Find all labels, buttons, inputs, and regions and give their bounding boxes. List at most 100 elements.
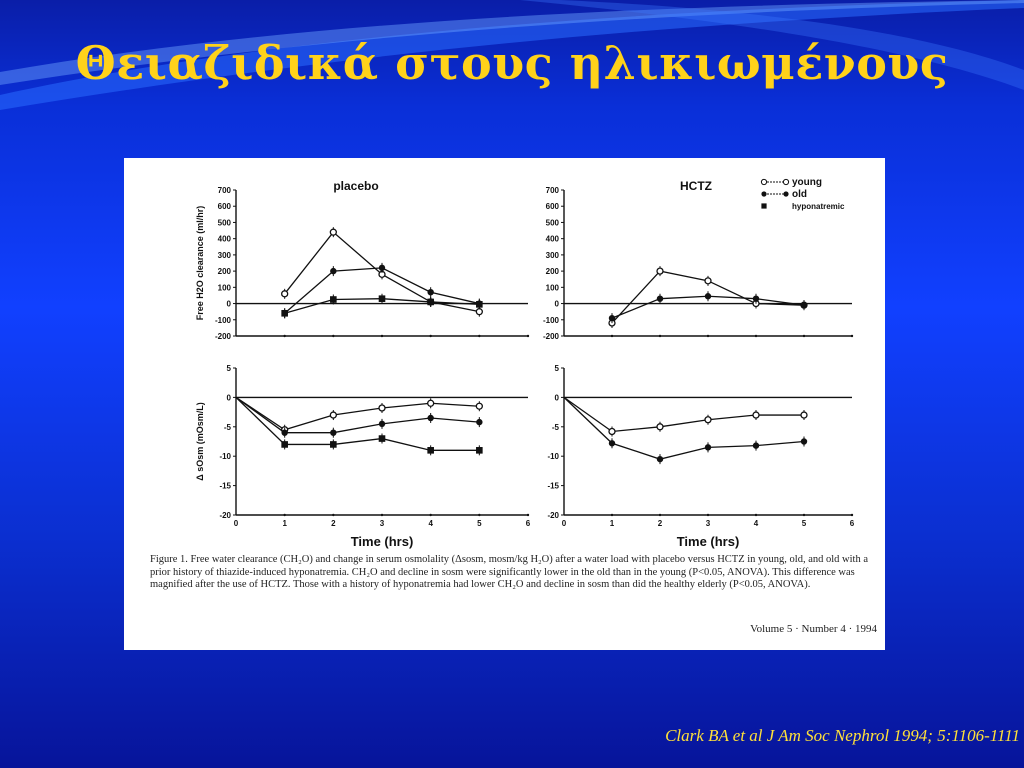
series-line-old xyxy=(563,396,805,460)
y-tick-label: -15 xyxy=(547,482,559,491)
point-old xyxy=(330,267,337,275)
x-tick-label: 3 xyxy=(380,519,385,528)
y-tick-label: -5 xyxy=(224,423,232,432)
point-old xyxy=(378,264,386,272)
point-young xyxy=(656,423,664,431)
y-tick-label: -20 xyxy=(547,511,559,520)
y-tick-label: -15 xyxy=(219,482,231,491)
legend-marker-hyponatremic xyxy=(761,203,767,209)
x-tick xyxy=(658,334,662,338)
y-tick-label: 400 xyxy=(546,235,560,244)
y-tick-label: -10 xyxy=(547,452,559,461)
y-tick-label: 0 xyxy=(227,393,232,402)
series-line-hyponatremic xyxy=(235,396,480,451)
point-old xyxy=(656,455,664,463)
y-tick-label: 100 xyxy=(218,283,232,292)
point-hyponatremic xyxy=(427,447,434,454)
x-tick-label: 4 xyxy=(428,519,433,528)
figure-panel: 700 600 500 400 300 200 100 0 -100 -200 Free H2O c… xyxy=(124,158,885,650)
x-tick-label: 0 xyxy=(234,519,239,528)
x-tick-label: 2 xyxy=(658,519,663,528)
y-tick-label: 200 xyxy=(218,267,232,276)
x-tick xyxy=(706,513,710,517)
y-tick-label: 500 xyxy=(218,218,232,227)
y-tick-label: -100 xyxy=(543,316,560,325)
x-tick xyxy=(429,334,432,338)
y-tick-label: -10 xyxy=(219,452,231,461)
point-hyponatremic xyxy=(476,301,483,308)
chart-2: 700 600 500 400 300 200 100 0 -100 -200 HCTZ youngo… xyxy=(543,177,854,341)
x-tick xyxy=(850,334,854,338)
header-swoosh xyxy=(0,0,1024,110)
point-old xyxy=(800,301,808,309)
y-tick-label: 0 xyxy=(227,300,232,309)
point-young xyxy=(608,427,616,436)
x-tick xyxy=(610,334,614,338)
point-old xyxy=(427,289,434,296)
x-tick xyxy=(478,334,481,338)
y-tick-label: 600 xyxy=(546,202,560,211)
citation: Clark BA et al J Am Soc Nephrol 1994; 5:… xyxy=(665,726,1020,745)
x-tick xyxy=(526,513,530,517)
y-tick-label: 100 xyxy=(546,283,560,292)
x-tick xyxy=(802,513,806,517)
slide-title: Θειαζιδικά στους ηλικιωμένους xyxy=(75,36,949,90)
x-tick xyxy=(332,334,335,338)
point-old xyxy=(330,429,337,436)
y-tick-label: 700 xyxy=(218,186,232,195)
point-young xyxy=(704,277,712,285)
x-tick xyxy=(526,334,530,338)
x-tick xyxy=(380,334,384,338)
x-tick xyxy=(706,334,710,338)
x-tick xyxy=(802,334,806,338)
series-line-young xyxy=(235,396,480,431)
chart-title: HCTZ xyxy=(680,179,712,193)
y-tick-label: 300 xyxy=(218,251,232,260)
legend-label: young xyxy=(792,177,822,188)
y-axis-label: Δ sOsm (mOsm/L) xyxy=(195,402,205,481)
y-tick-label: 0 xyxy=(555,300,560,309)
series-line-old xyxy=(235,396,480,434)
point-old xyxy=(378,420,386,428)
point-old xyxy=(476,418,483,426)
series-line-young xyxy=(563,396,804,433)
y-tick-label: 5 xyxy=(555,364,560,373)
x-tick xyxy=(658,513,662,517)
point-hyponatremic xyxy=(330,441,337,448)
y-tick-label: -100 xyxy=(215,316,232,325)
point-young xyxy=(752,411,760,419)
y-tick-label: -200 xyxy=(215,332,232,341)
point-hyponatremic xyxy=(330,296,337,303)
y-tick-label: -200 xyxy=(543,332,560,341)
y-tick-label: 0 xyxy=(555,393,560,402)
y-tick-label: 500 xyxy=(546,218,560,227)
point-young xyxy=(281,290,289,298)
point-old xyxy=(608,314,616,322)
point-old xyxy=(281,429,288,436)
point-young xyxy=(475,402,483,410)
point-hyponatremic xyxy=(427,298,434,306)
point-young xyxy=(427,399,435,407)
figure-caption: Figure 1. Free water clearance (CH₂O) an… xyxy=(150,554,871,590)
x-tick-label: 3 xyxy=(706,519,711,528)
x-tick xyxy=(332,513,335,517)
chart-1: 700 600 500 400 300 200 100 0 -100 -200 Free H2O c… xyxy=(195,179,530,341)
x-tick-label: 6 xyxy=(850,519,855,528)
x-tick-label: 1 xyxy=(282,519,287,528)
legend-marker-young xyxy=(782,178,790,186)
x-axis-label: Time (hrs) xyxy=(351,534,414,549)
y-tick-label: 400 xyxy=(218,235,232,244)
x-tick-label: 5 xyxy=(477,519,482,528)
x-tick xyxy=(754,513,758,517)
point-young xyxy=(329,411,337,419)
x-tick xyxy=(380,513,384,517)
x-tick xyxy=(283,513,286,517)
x-tick xyxy=(429,513,432,517)
y-tick-label: 5 xyxy=(227,364,232,373)
point-young xyxy=(475,308,483,316)
point-old xyxy=(656,295,664,302)
point-old xyxy=(752,442,760,449)
point-young xyxy=(329,228,337,236)
